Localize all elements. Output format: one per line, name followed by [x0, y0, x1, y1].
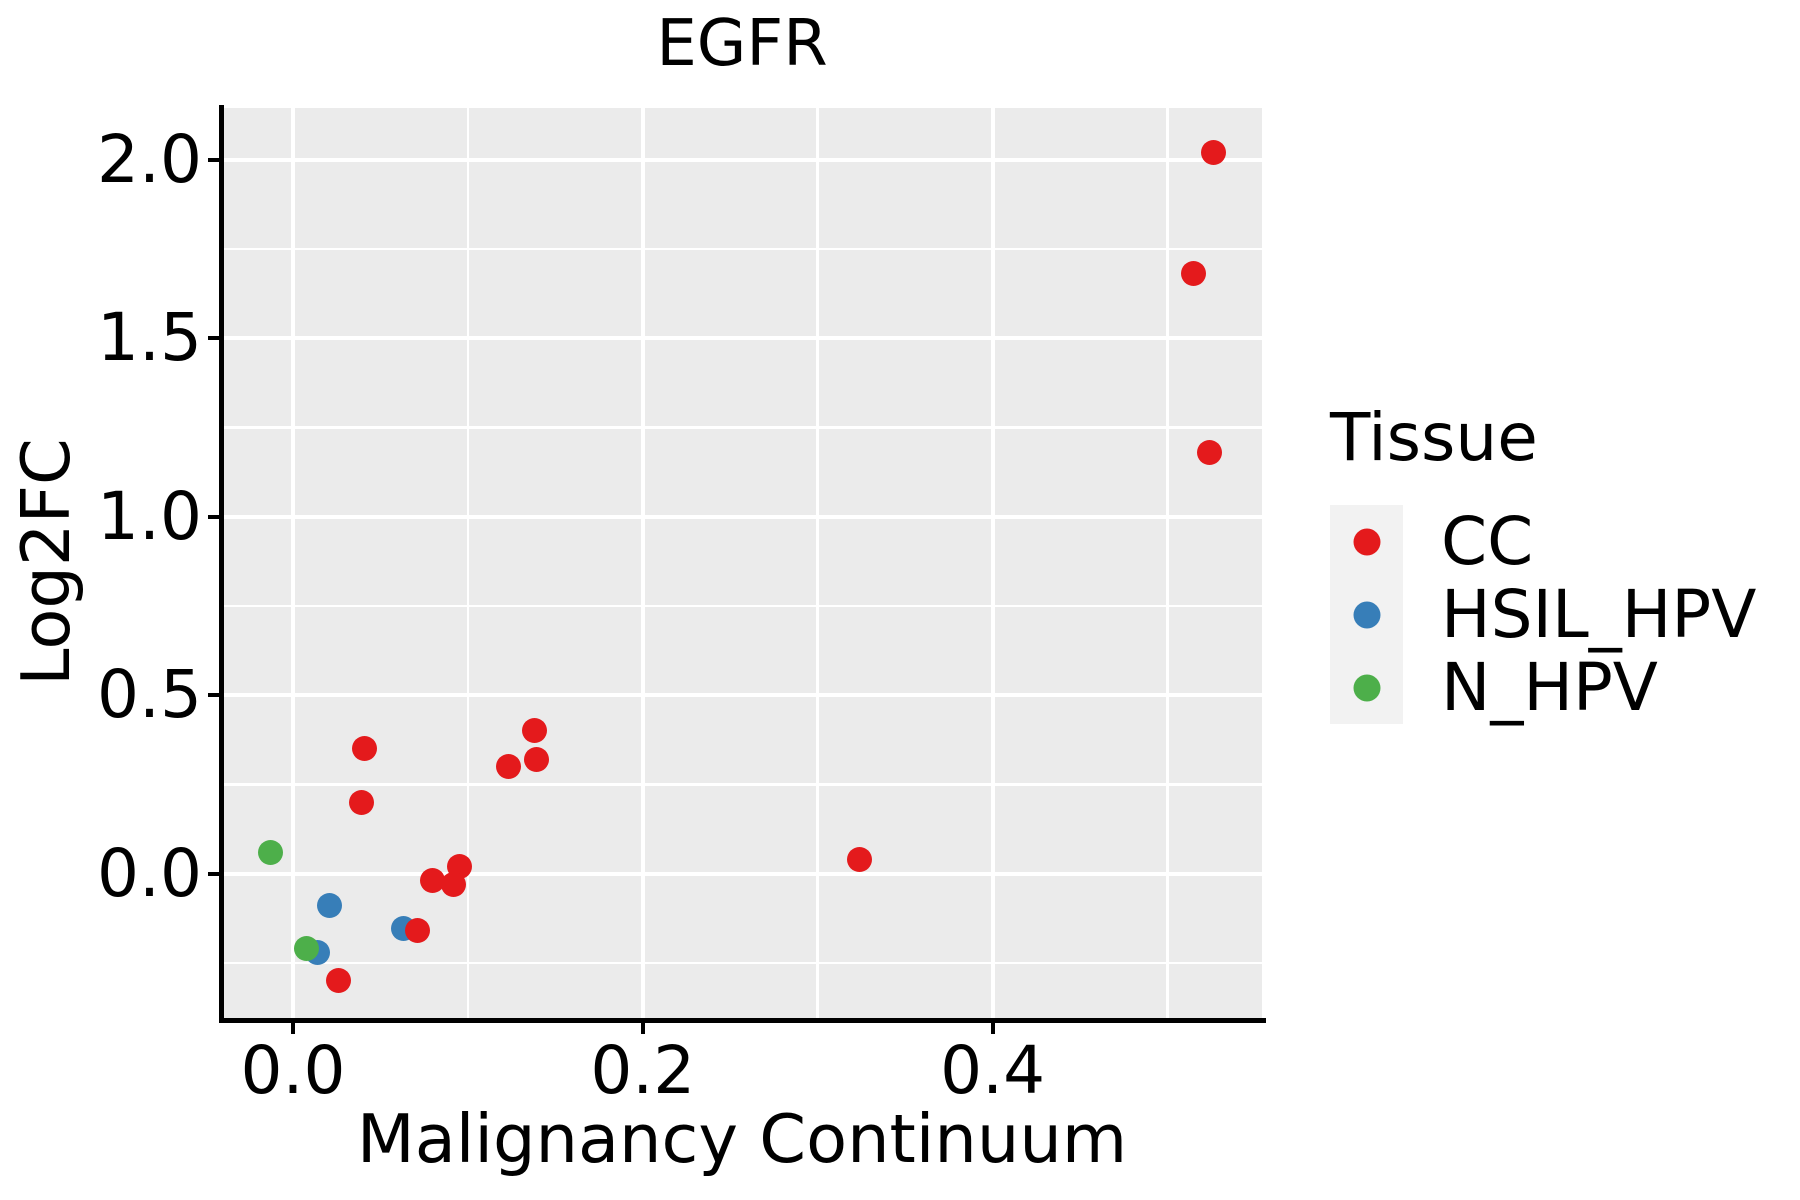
chart-title: EGFR [656, 7, 828, 81]
data-point [1200, 140, 1226, 166]
x-tick-label: 0.0 [240, 1032, 346, 1109]
h-minor-gridline [223, 247, 1262, 251]
y-tick-label: 2.0 [97, 120, 202, 198]
data-point [1181, 261, 1207, 287]
data-point [521, 718, 547, 744]
plot-panel [223, 108, 1262, 1020]
x-axis-line [219, 1018, 1266, 1023]
y-tick [208, 693, 221, 698]
x-tick-label: 0.2 [590, 1032, 696, 1109]
legend-key [1330, 578, 1403, 651]
data-point [348, 789, 374, 815]
h-major-gridline [223, 157, 1262, 162]
data-point [847, 846, 873, 872]
legend-key-dot [1353, 528, 1380, 555]
v-minor-gridline [466, 108, 470, 1020]
data-point [325, 968, 351, 994]
h-minor-gridline [223, 961, 1262, 965]
x-tick [640, 1021, 645, 1034]
legend-entries: CC HSIL_HPV N_HPV [1330, 505, 1756, 724]
legend-entry-label: N_HPV [1441, 649, 1658, 726]
data-point [404, 918, 430, 944]
legend-key [1330, 651, 1403, 724]
x-tick [990, 1021, 995, 1034]
y-tick [208, 514, 221, 519]
legend-key-dot [1353, 674, 1380, 701]
y-axis-title: Log2FC [7, 438, 85, 686]
v-minor-gridline [1166, 108, 1169, 1020]
legend-row: CC [1330, 505, 1756, 578]
y-axis-line [219, 105, 224, 1023]
legend-key [1330, 505, 1403, 578]
v-major-gridline [990, 108, 995, 1020]
v-minor-gridline [816, 108, 819, 1020]
data-point [294, 936, 320, 962]
h-major-gridline [223, 693, 1262, 698]
data-point [523, 746, 549, 772]
y-tick [208, 157, 221, 162]
data-point [317, 893, 343, 919]
y-tick-label: 0.0 [97, 834, 202, 912]
legend-title: Tissue [1330, 399, 1538, 476]
legend-row: N_HPV [1330, 651, 1756, 724]
h-major-gridline [223, 336, 1262, 341]
data-point [441, 871, 467, 897]
x-tick-label: 0.4 [940, 1032, 1046, 1109]
h-minor-gridline [223, 604, 1262, 608]
h-major-gridline [223, 871, 1262, 876]
x-tick [290, 1021, 295, 1034]
legend-row: HSIL_HPV [1330, 578, 1756, 651]
data-point [495, 754, 521, 780]
h-minor-gridline [223, 783, 1262, 786]
y-tick-label: 0.5 [97, 656, 202, 734]
data-point [1197, 439, 1223, 465]
h-minor-gridline [223, 426, 1262, 429]
x-axis-title: Malignancy Continuum [356, 1100, 1128, 1178]
y-tick [208, 871, 221, 876]
data-point [257, 840, 283, 866]
y-tick [208, 336, 221, 341]
legend-entry-label: HSIL_HPV [1441, 576, 1757, 653]
legend: Tissue CC HSIL_HPV N_HPV [1330, 398, 1756, 724]
data-point [352, 736, 378, 762]
v-major-gridline [290, 108, 295, 1020]
v-major-gridline [640, 108, 645, 1020]
legend-entry-label: CC [1441, 503, 1534, 580]
data-point [420, 868, 446, 894]
h-major-gridline [223, 514, 1262, 519]
y-tick-label: 1.5 [97, 299, 202, 377]
y-tick-label: 1.0 [97, 477, 202, 555]
legend-key-dot [1353, 601, 1380, 628]
